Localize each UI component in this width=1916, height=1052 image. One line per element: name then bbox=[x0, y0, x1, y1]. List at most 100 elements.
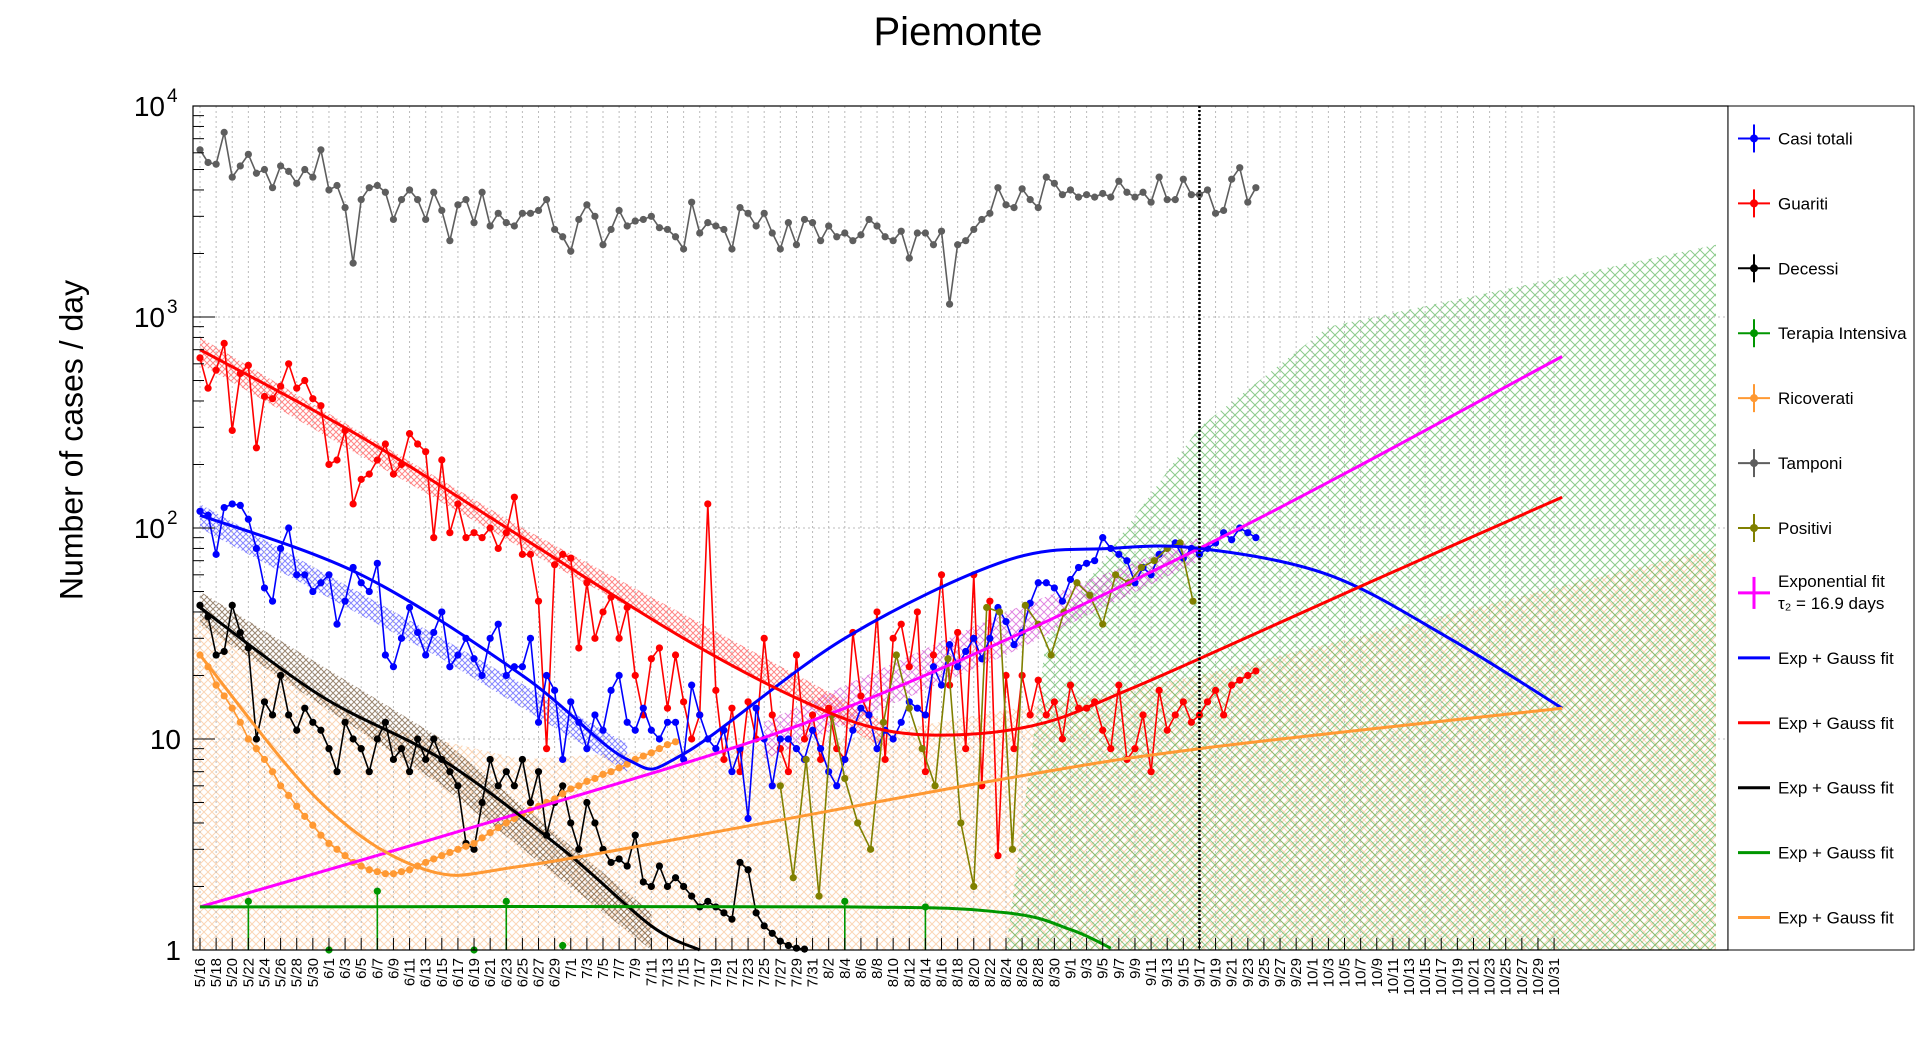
x-tick-label: 7/13 bbox=[659, 958, 676, 987]
series-point bbox=[866, 845, 875, 853]
series-point bbox=[559, 550, 567, 558]
x-tick-label: 5/30 bbox=[305, 958, 322, 987]
series-point bbox=[808, 726, 817, 734]
series-point bbox=[260, 698, 269, 706]
series-point bbox=[1091, 557, 1099, 565]
series-point bbox=[478, 534, 486, 542]
x-tick-label: 6/21 bbox=[482, 958, 499, 987]
legend-marker bbox=[1750, 394, 1758, 403]
series-point bbox=[688, 892, 696, 900]
series-point bbox=[937, 571, 946, 579]
series-point bbox=[760, 634, 768, 642]
series-guariti bbox=[196, 339, 1260, 860]
series-point bbox=[712, 686, 720, 694]
series-point bbox=[357, 196, 365, 204]
x-tick-label: 6/29 bbox=[547, 958, 564, 987]
series-point bbox=[631, 217, 639, 225]
legend-entry: Decessi bbox=[1738, 254, 1838, 283]
series-point bbox=[405, 866, 414, 874]
series-point bbox=[405, 768, 414, 776]
series-point bbox=[728, 915, 736, 923]
x-tick-label: 8/14 bbox=[917, 958, 934, 987]
series-point bbox=[252, 544, 261, 553]
series-point bbox=[696, 229, 704, 237]
series-point bbox=[293, 384, 301, 392]
series-point bbox=[792, 745, 801, 753]
series-point bbox=[623, 760, 631, 768]
series-point bbox=[285, 360, 293, 368]
series-point bbox=[526, 209, 535, 217]
x-tick-label: 6/3 bbox=[337, 958, 354, 979]
series-point bbox=[680, 698, 688, 706]
fit-curves bbox=[198, 348, 1563, 952]
series-point bbox=[470, 839, 478, 848]
series-point bbox=[607, 768, 615, 776]
legend: Casi totali Guariti Decessi Terapia Intensi… bbox=[1727, 105, 1915, 951]
series-point bbox=[1050, 584, 1058, 592]
series-point bbox=[212, 550, 220, 558]
series-point bbox=[983, 603, 991, 612]
series-point bbox=[551, 561, 559, 569]
series-point bbox=[196, 507, 204, 515]
series-point bbox=[857, 231, 865, 239]
series-point bbox=[970, 225, 978, 234]
series-point bbox=[978, 215, 986, 224]
series-point bbox=[647, 212, 655, 220]
series-point bbox=[913, 608, 921, 616]
series-point bbox=[671, 718, 680, 726]
series-point bbox=[309, 395, 317, 403]
series-point bbox=[373, 887, 381, 895]
series-point bbox=[518, 755, 527, 764]
series-point bbox=[405, 603, 414, 612]
series-point bbox=[1099, 534, 1107, 542]
series-point bbox=[349, 259, 357, 267]
series-point bbox=[615, 671, 623, 680]
series-point bbox=[825, 768, 833, 776]
series-point bbox=[317, 726, 325, 734]
series-point bbox=[1002, 671, 1010, 680]
series-point bbox=[534, 206, 543, 215]
series-point bbox=[1058, 191, 1067, 199]
legend-entry: Exponential fit τ₂ = 16.9 days bbox=[1738, 572, 1885, 613]
series-point bbox=[639, 752, 647, 760]
x-tick-label: 6/27 bbox=[531, 958, 548, 987]
series-point bbox=[301, 571, 309, 579]
series-point bbox=[551, 225, 559, 234]
x-tick-label: 9/25 bbox=[1256, 958, 1273, 987]
series-point bbox=[397, 196, 406, 204]
series-point bbox=[422, 755, 430, 764]
series-point bbox=[889, 237, 897, 245]
series-point bbox=[970, 882, 978, 891]
legend-label-sub: τ₂ = 16.9 days bbox=[1778, 594, 1884, 613]
x-tick-label: 7/17 bbox=[692, 958, 709, 987]
series-point bbox=[373, 735, 381, 743]
series-point bbox=[680, 755, 688, 764]
series-point bbox=[905, 663, 913, 671]
series-point bbox=[486, 222, 494, 230]
x-tick-label: 5/18 bbox=[208, 958, 225, 987]
expgauss-fit-green bbox=[199, 904, 1112, 950]
legend-label: Decessi bbox=[1778, 259, 1838, 278]
series-point bbox=[768, 711, 776, 719]
series-point bbox=[849, 726, 857, 734]
legend-label: Exp + Gauss fit bbox=[1778, 779, 1894, 798]
series-point bbox=[446, 663, 454, 671]
series-point bbox=[397, 634, 406, 642]
series-point bbox=[325, 460, 333, 469]
series-point bbox=[599, 726, 607, 734]
series-point bbox=[744, 209, 752, 217]
series-point bbox=[776, 245, 784, 253]
y-tick-label: 1 bbox=[165, 935, 181, 966]
series-point bbox=[873, 222, 881, 230]
series-point bbox=[913, 229, 921, 237]
series-point bbox=[236, 162, 244, 170]
series-point bbox=[680, 245, 688, 253]
series-point bbox=[945, 641, 954, 649]
series-point bbox=[1066, 681, 1075, 689]
legend-marker bbox=[1750, 329, 1758, 338]
series-point bbox=[1252, 184, 1260, 192]
series-point bbox=[1050, 179, 1058, 187]
series-point bbox=[575, 644, 583, 652]
series-point bbox=[647, 726, 655, 734]
series-point bbox=[615, 634, 623, 642]
